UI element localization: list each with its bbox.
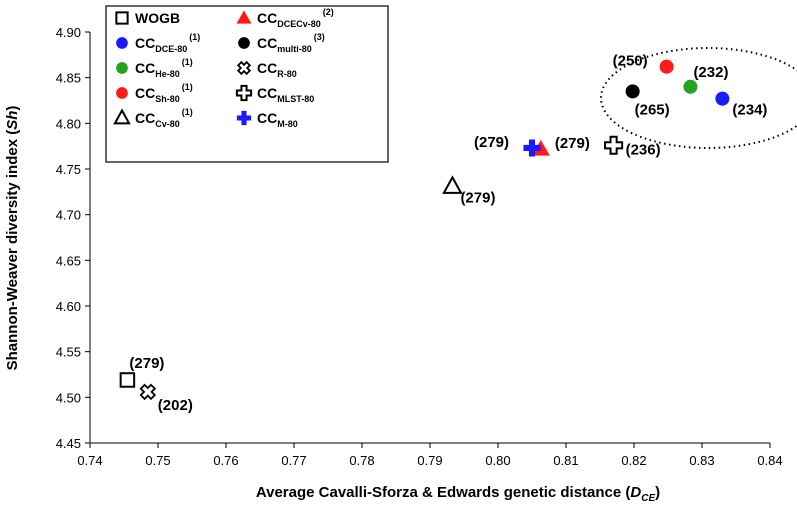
legend: WOGB CCDCE-80(1) CCHe-80(1) CCSh-80(1) CCCv-… — [105, 5, 389, 163]
data-label: (234) — [732, 102, 767, 119]
x-tick-label: 0.84 — [757, 453, 782, 468]
data-labels: (279) (234) (232) (250) (279) (279) (265) (202)… — [129, 53, 767, 414]
legend-label: CCDCECv-80(2) — [257, 7, 334, 29]
y-axis-title: Shannon-Weaver diversity index (Sh) — [4, 106, 21, 371]
data-label: (202) — [158, 397, 193, 414]
legend-label: CCMLST-80 — [257, 85, 314, 104]
legend-item: CCCv-80(1) — [113, 107, 193, 129]
data-label: (236) — [626, 141, 661, 158]
legend-marker — [116, 87, 128, 99]
legend-label: WOGB — [135, 10, 180, 26]
legend-item: CCDCECv-80(2) — [236, 7, 334, 29]
legend-marker — [116, 37, 128, 49]
legend-label: CCR-80 — [257, 60, 297, 79]
legend-item: CCmulti-80(3) — [238, 32, 325, 54]
legend-label: CCM-80 — [257, 110, 298, 129]
data-point — [604, 135, 624, 155]
data-point — [659, 59, 674, 74]
x-axis-title: Average Cavalli-Sforza & Edwards genetic… — [256, 484, 660, 504]
legend-label: CCCv-80(1) — [135, 107, 193, 129]
legend-marker — [236, 110, 252, 126]
legend-label: CCSh-80(1) — [135, 82, 193, 104]
data-point — [523, 139, 541, 157]
y-tick-label: 4.60 — [56, 299, 81, 314]
y-tick-label: 4.75 — [56, 162, 81, 177]
data-label: (279) — [474, 134, 509, 151]
legend-item: CCR-80 — [236, 60, 297, 79]
x-tick-label: 0.78 — [349, 453, 374, 468]
data-point — [683, 79, 698, 94]
legend-item: CCM-80 — [236, 110, 298, 129]
data-label: (250) — [613, 53, 648, 70]
x-tick-label: 0.76 — [213, 453, 238, 468]
x-tick-label: 0.74 — [77, 453, 102, 468]
data-label: (279) — [555, 135, 590, 152]
y-ticks: 4.45 4.50 4.55 4.60 4.65 4.70 4.75 4.80 4.85 4.90 — [56, 25, 90, 451]
legend-marker — [115, 11, 129, 25]
x-tick-label: 0.83 — [689, 453, 714, 468]
legend-marker — [236, 10, 252, 24]
data-point — [139, 383, 157, 401]
x-tick-label: 0.80 — [485, 453, 510, 468]
x-tick-label: 0.75 — [145, 453, 170, 468]
data-point — [625, 84, 640, 99]
data-label: (279) — [460, 189, 495, 206]
y-tick-label: 4.50 — [56, 390, 81, 405]
legend-marker — [235, 84, 253, 102]
legend-item: CCHe-80(1) — [116, 57, 193, 79]
legend-marker — [238, 37, 250, 49]
y-tick-label: 4.85 — [56, 71, 81, 86]
legend-item: CCMLST-80 — [235, 84, 314, 104]
y-tick-label: 4.55 — [56, 345, 81, 360]
x-tick-label: 0.77 — [281, 453, 306, 468]
x-ticks: 0.74 0.75 0.76 0.77 0.78 0.79 0.80 0.81 0.82 0.83… — [77, 443, 783, 468]
legend-label: CCmulti-80(3) — [257, 32, 325, 54]
legend-label: CCDCE-80(1) — [135, 32, 200, 54]
legend-marker — [113, 108, 131, 125]
legend-label: CCHe-80(1) — [135, 57, 193, 79]
data-points — [119, 59, 730, 401]
legend-marker — [116, 62, 128, 74]
data-label: (232) — [693, 64, 728, 81]
legend-item: CCSh-80(1) — [116, 82, 193, 104]
data-point — [531, 139, 550, 156]
legend-items: WOGB CCDCE-80(1) CCHe-80(1) CCSh-80(1) CCCv-… — [113, 7, 334, 129]
data-point — [715, 91, 730, 106]
data-point — [119, 372, 136, 388]
legend-marker — [236, 60, 252, 76]
y-tick-label: 4.80 — [56, 116, 81, 131]
legend-frame — [105, 5, 389, 163]
x-tick-label: 0.79 — [417, 453, 442, 468]
legend-item: CCDCE-80(1) — [116, 32, 200, 54]
legend-item: WOGB — [115, 10, 180, 26]
y-tick-label: 4.70 — [56, 208, 81, 223]
y-tick-label: 4.65 — [56, 253, 81, 268]
y-tick-label: 4.90 — [56, 25, 81, 40]
data-label: (265) — [635, 101, 670, 118]
x-tick-label: 0.82 — [621, 453, 646, 468]
x-tick-label: 0.81 — [553, 453, 578, 468]
y-tick-label: 4.45 — [56, 436, 81, 451]
data-label: (279) — [129, 355, 164, 372]
data-point — [442, 175, 463, 194]
